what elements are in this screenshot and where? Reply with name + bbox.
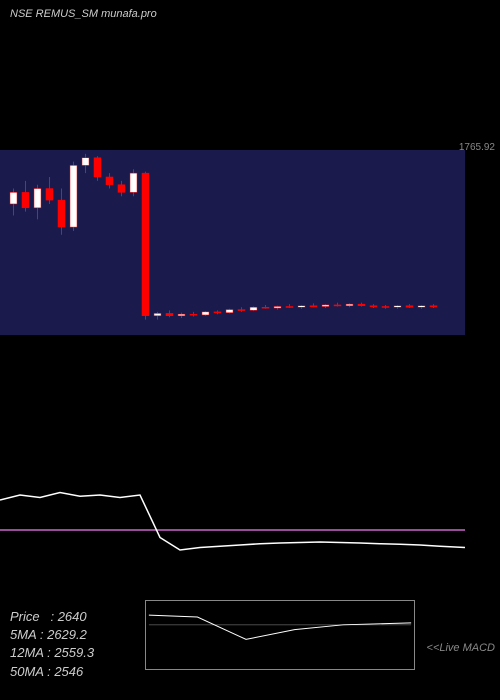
info-5ma: 5MA : 2629.2 — [10, 626, 94, 644]
info-12ma: 12MA : 2559.3 — [10, 644, 94, 662]
indicator-line-panel — [0, 470, 465, 570]
info-price-row: Price : 2640 — [10, 608, 94, 626]
price-info-box: Price : 2640 5MA : 2629.2 12MA : 2559.3 … — [10, 608, 94, 681]
ticker-title: NSE REMUS_SM munafa.pro — [10, 8, 157, 20]
info-price-value: : 2640 — [50, 609, 86, 624]
info-price-label: Price — [10, 609, 40, 624]
indicator-svg — [0, 470, 465, 570]
macd-box — [145, 600, 415, 670]
macd-svg — [146, 601, 414, 669]
macd-label: <<Live MACD — [427, 642, 495, 654]
candlestick-panel — [0, 150, 465, 335]
candlestick-svg — [0, 150, 465, 335]
info-50ma: 50MA : 2546 — [10, 663, 94, 681]
chart-header: NSE REMUS_SM munafa.pro — [10, 8, 157, 20]
